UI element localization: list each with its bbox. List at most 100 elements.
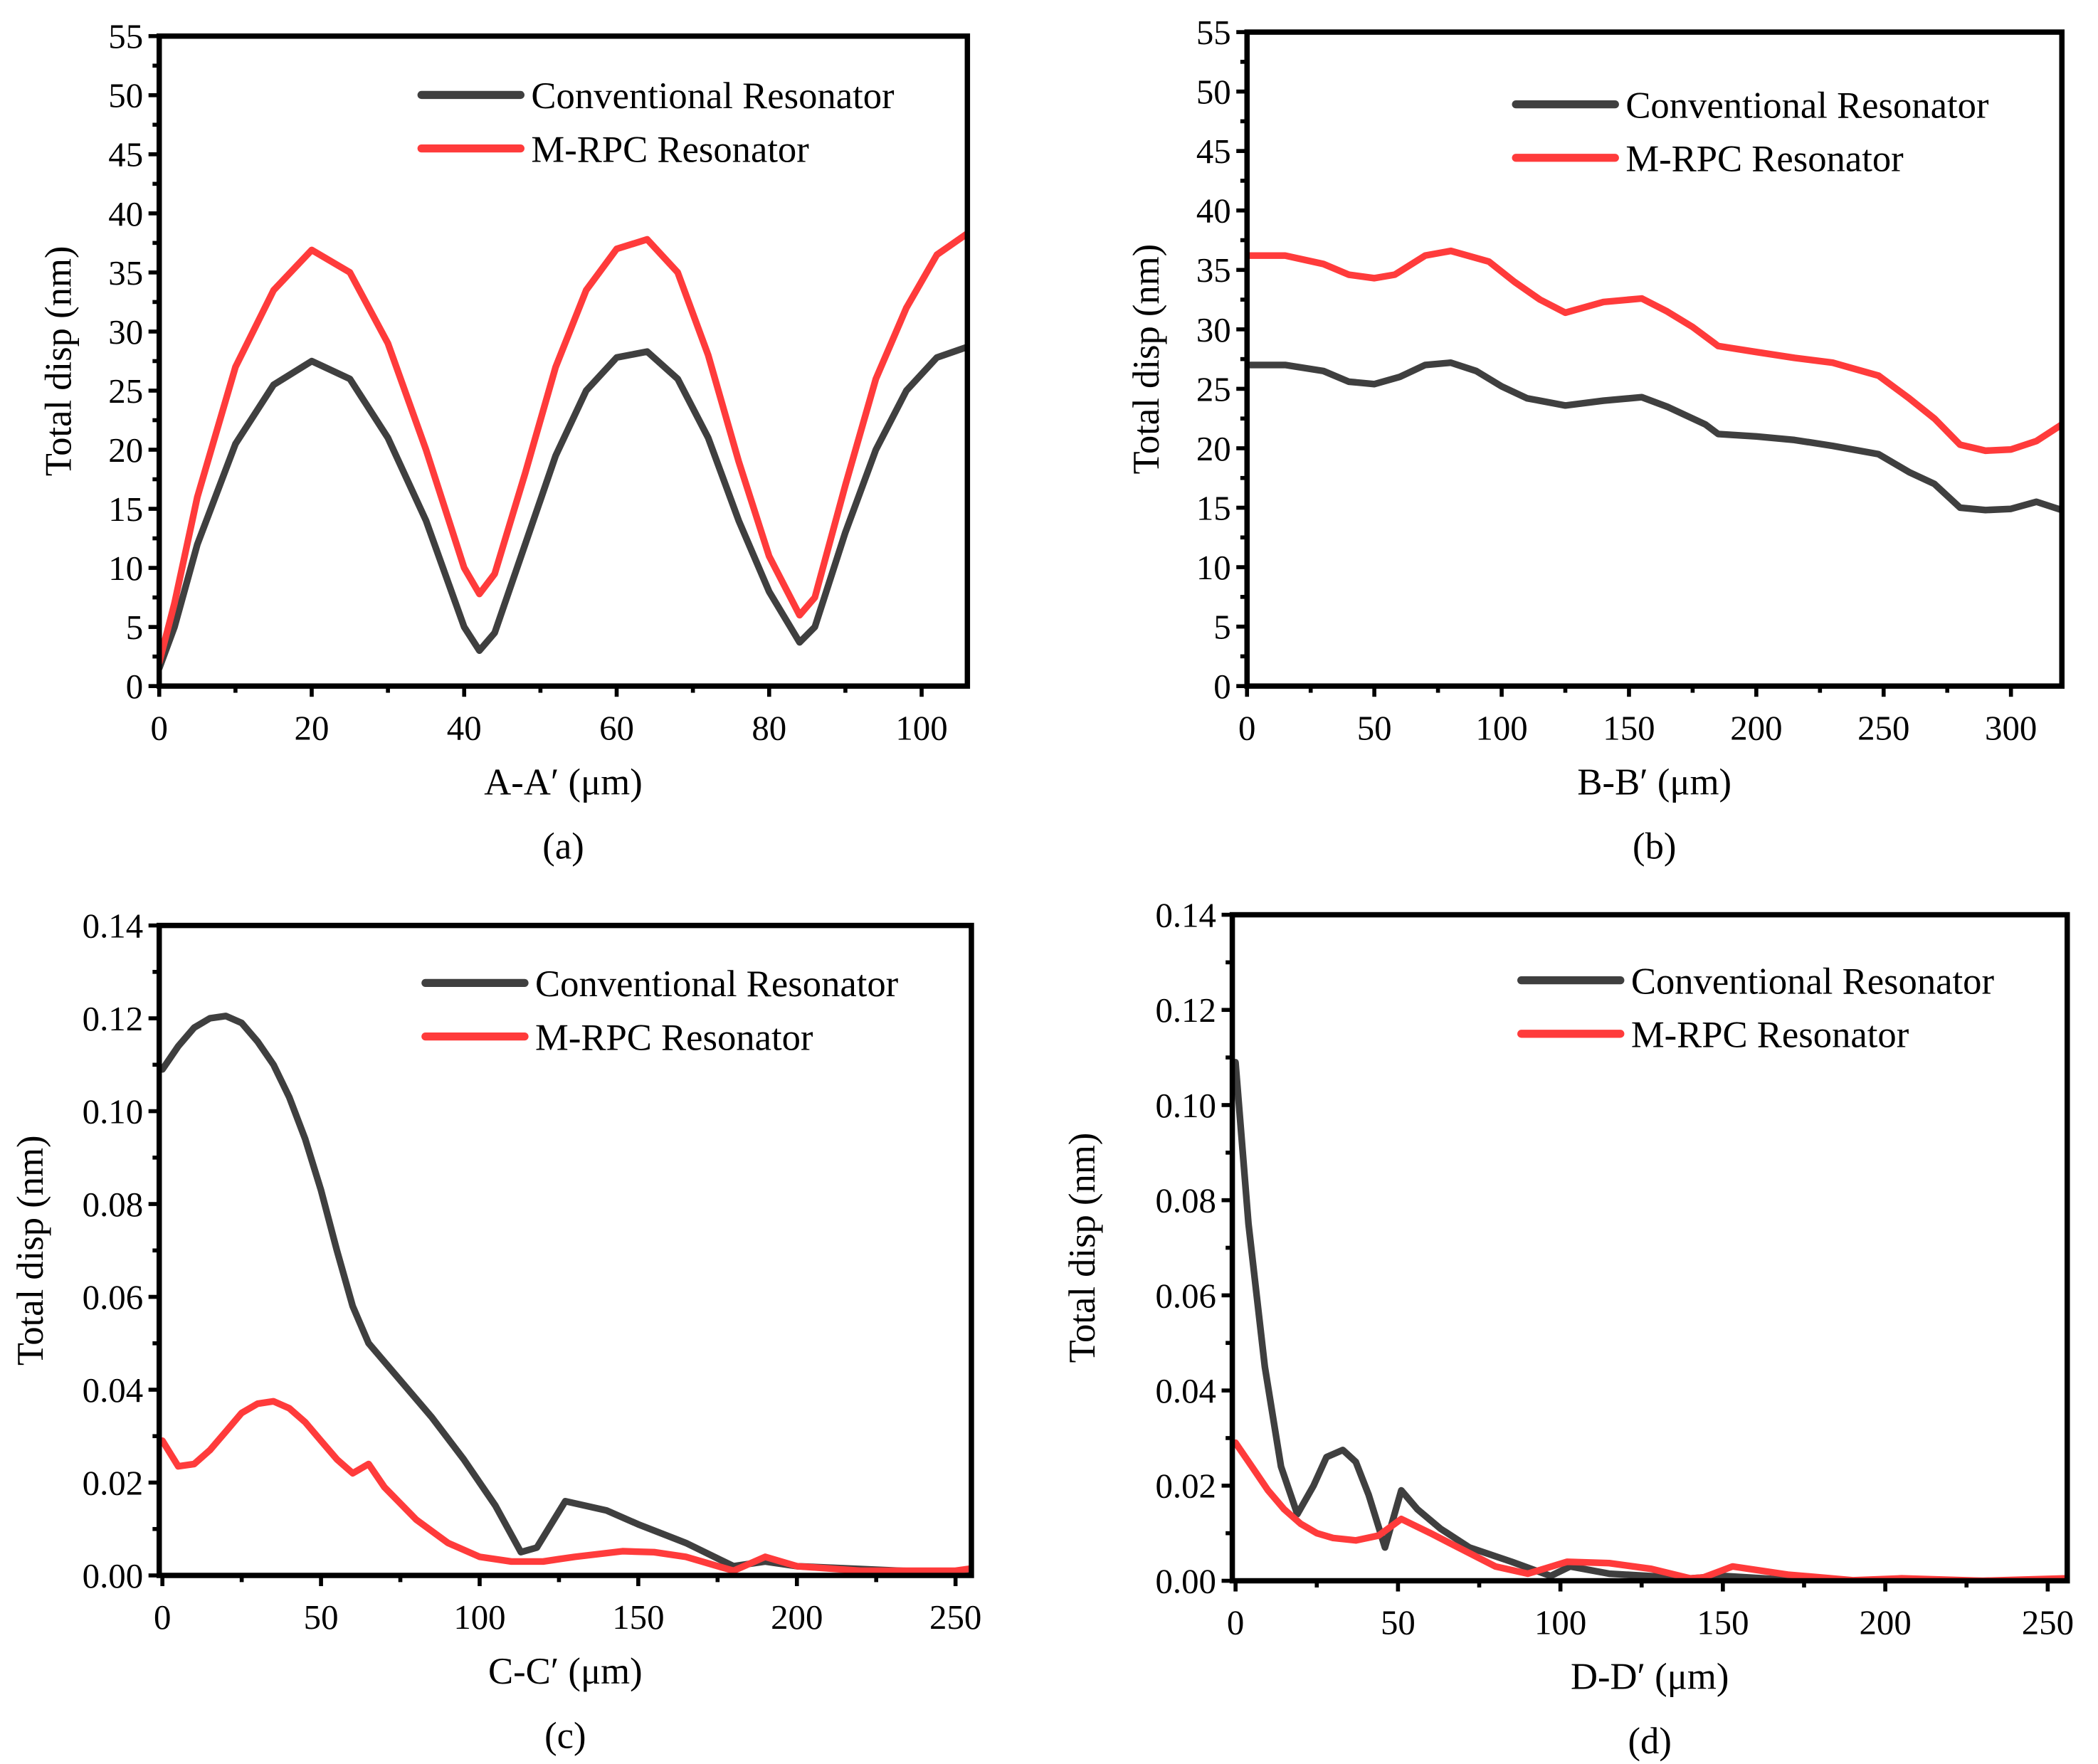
y-tick-label: 45: [1196, 132, 1231, 171]
y-tick-label: 30: [1196, 310, 1231, 349]
y-tick-label: 35: [1196, 250, 1231, 290]
y-tick-label: 25: [1196, 369, 1231, 408]
x-tick-label: 0: [1227, 1603, 1244, 1642]
legend-label: Conventional Resonator: [1631, 961, 1995, 1002]
x-axis-label: D-D′ (μm): [1571, 1657, 1729, 1698]
x-tick-label: 300: [1985, 708, 2037, 747]
y-axis-label: Total disp (nm): [10, 1135, 51, 1366]
y-tick-label: 0.08: [83, 1185, 144, 1224]
panel-caption: (b): [1633, 826, 1676, 867]
y-tick-label: 55: [108, 17, 143, 56]
legend-label: Conventional Resonator: [1625, 85, 1989, 126]
y-tick-label: 30: [108, 312, 143, 352]
x-tick-label: 200: [1730, 708, 1782, 747]
y-axis-label: Total disp (nm): [1062, 1133, 1103, 1363]
panel-caption: (d): [1628, 1721, 1671, 1762]
x-tick-label: 40: [447, 708, 482, 747]
y-axis-label: Total disp (nm): [38, 246, 80, 477]
x-tick-label: 50: [304, 1597, 339, 1637]
series-conventional-line: [1247, 359, 2062, 514]
x-tick-label: 20: [295, 708, 330, 747]
series-mrpc-line: [1247, 247, 2062, 455]
y-tick-label: 0.02: [1155, 1467, 1216, 1506]
panel-caption: (c): [544, 1715, 586, 1756]
y-tick-label: 40: [108, 194, 143, 233]
legend-label: M-RPC Resonator: [531, 129, 809, 170]
x-tick-label: 0: [154, 1597, 171, 1637]
x-axis-label: A-A′ (μm): [484, 761, 642, 803]
y-tick-label: 10: [1196, 548, 1231, 587]
y-tick-label: 40: [1196, 191, 1231, 231]
plot-frame: [156, 33, 971, 689]
y-tick-label: 5: [126, 608, 143, 647]
x-tick-label: 100: [895, 708, 947, 747]
x-tick-label: 150: [612, 1597, 664, 1637]
chart-panel-a: 0 5 10 15 20 25 30 35 40 45 50 55 0 20 40 60 80 100 Conven…: [38, 17, 971, 867]
legend-label: Conventional Resonator: [535, 963, 899, 1005]
y-tick-label: 0: [1213, 667, 1230, 706]
panel-caption: (a): [542, 826, 584, 867]
y-tick-label: 0.00: [1155, 1561, 1216, 1600]
y-tick-label: 20: [108, 431, 143, 470]
plot-frame: [156, 922, 974, 1578]
y-tick-label: 0.12: [1155, 991, 1216, 1030]
y-tick-label: 55: [1196, 13, 1231, 52]
x-axis-label: C-C′ (μm): [488, 1651, 643, 1692]
y-tick-label: 0.12: [83, 999, 144, 1038]
y-tick-label: 0.04: [83, 1370, 144, 1410]
y-tick-label: 15: [1196, 488, 1231, 527]
x-tick-label: 150: [1603, 708, 1655, 747]
series-conventional-line: [1232, 1059, 2067, 1581]
x-tick-label: 0: [151, 708, 168, 747]
chart-panel-d: 0.00 0.02 0.04 0.06 0.08 0.10 0.12 0.14 0 50 100 15…: [1062, 895, 2074, 1761]
x-tick-label: 100: [453, 1597, 505, 1637]
y-tick-label: 50: [1196, 73, 1231, 112]
y-axis-label: Total disp (nm): [1126, 244, 1167, 475]
y-tick-label: 0.06: [1155, 1276, 1216, 1315]
x-tick-label: 50: [1381, 1603, 1416, 1642]
x-tick-label: 250: [2022, 1603, 2074, 1642]
y-tick-label: 0.08: [1155, 1181, 1216, 1220]
x-tick-label: 50: [1357, 708, 1392, 747]
x-tick-label: 200: [771, 1597, 823, 1637]
y-tick-label: 0.10: [83, 1092, 144, 1131]
y-tick-label: 0.06: [83, 1277, 144, 1316]
y-tick-label: 0: [126, 667, 143, 706]
series-mrpc-line: [159, 230, 968, 666]
chart-panel-c: 0.00 0.02 0.04 0.06 0.08 0.10 0.12 0.14 0 50 100 15…: [10, 907, 981, 1757]
x-tick-label: 0: [1238, 708, 1255, 747]
plot-frame: [1229, 912, 2070, 1584]
x-tick-label: 200: [1859, 1603, 1911, 1642]
y-tick-label: 0.02: [83, 1463, 144, 1502]
y-tick-label: 50: [108, 76, 143, 115]
y-tick-label: 0.04: [1155, 1371, 1216, 1410]
chart-panel-b: 0 5 10 15 20 25 30 35 40 45 50 55 0 50 100 150 200 250 300…: [1126, 13, 2065, 867]
y-tick-label: 0.14: [83, 907, 144, 946]
series-conventional-line: [159, 1013, 971, 1575]
series-mrpc-line: [159, 1398, 971, 1575]
series-conventional-line: [159, 343, 968, 672]
y-tick-label: 45: [108, 135, 143, 174]
x-tick-label: 100: [1475, 708, 1527, 747]
y-tick-label: 0.00: [83, 1556, 144, 1595]
x-tick-label: 80: [752, 708, 786, 747]
y-tick-label: 0.14: [1155, 895, 1216, 934]
y-tick-label: 5: [1213, 608, 1230, 647]
series-mrpc-line: [1232, 1439, 2067, 1581]
x-tick-label: 150: [1697, 1603, 1749, 1642]
x-tick-label: 250: [1857, 708, 1909, 747]
y-tick-label: 0.10: [1155, 1086, 1216, 1125]
x-tick-label: 100: [1534, 1603, 1586, 1642]
legend-label: M-RPC Resonator: [1625, 139, 1904, 180]
legend-label: M-RPC Resonator: [1631, 1015, 1909, 1056]
x-axis-label: B-B′ (μm): [1577, 761, 1731, 803]
y-tick-label: 25: [108, 371, 143, 411]
legend-label: Conventional Resonator: [531, 75, 895, 117]
x-tick-label: 250: [929, 1597, 981, 1637]
plot-frame: [1244, 29, 2065, 689]
x-tick-label: 60: [599, 708, 634, 747]
y-tick-label: 20: [1196, 429, 1231, 468]
y-tick-label: 35: [108, 253, 143, 292]
legend-label: M-RPC Resonator: [535, 1017, 813, 1058]
